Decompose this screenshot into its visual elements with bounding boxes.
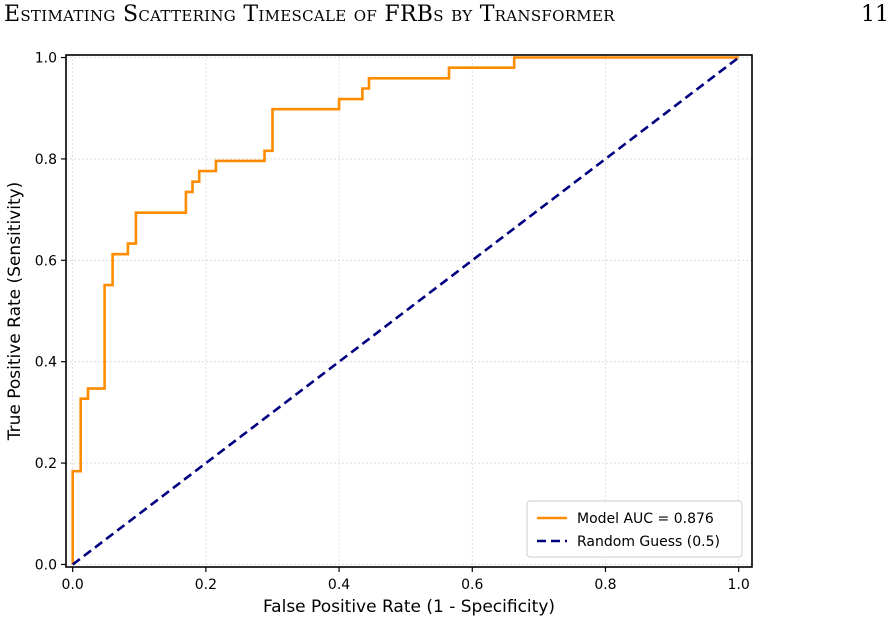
roc-curve-line xyxy=(71,56,739,565)
legend-label: Model AUC = 0.876 xyxy=(577,511,714,527)
x-tick-label: 1.0 xyxy=(728,577,750,593)
plot-frame xyxy=(65,54,753,568)
legend-label: Random Guess (0.5) xyxy=(577,534,720,550)
y-tick-label: 0.8 xyxy=(35,152,57,168)
running-title: Estimating Scattering Timescale of FRBs … xyxy=(4,2,615,27)
y-tick-label: 0.2 xyxy=(35,456,57,472)
random-guess-line xyxy=(71,56,740,566)
page-number: 11 xyxy=(861,2,889,27)
x-tick-label: 0.6 xyxy=(461,577,483,593)
legend: Model AUC = 0.876 Random Guess (0.5) xyxy=(526,500,743,558)
x-tick-label: 0.4 xyxy=(328,577,350,593)
y-tick-label: 0.4 xyxy=(35,355,57,371)
y-tick-label: 0.6 xyxy=(35,253,57,269)
x-tick-label: 0.0 xyxy=(62,577,84,593)
ticks: 0.0 0.2 0.4 0.6 0.8 1.0 0.0 0.2 0.4 0.6 0.8 1.0 xyxy=(35,51,750,593)
y-tick-label: 1.0 xyxy=(35,51,57,67)
x-tick-label: 0.2 xyxy=(195,577,217,593)
legend-box xyxy=(526,500,743,558)
y-tick-label: 0.0 xyxy=(35,557,57,573)
y-axis-label: True Positive Rate (Sensitivity) xyxy=(5,182,25,442)
page-header: Estimating Scattering Timescale of FRBs … xyxy=(0,0,895,48)
x-axis-label: False Positive Rate (1 - Specificity) xyxy=(263,597,555,617)
x-tick-label: 0.8 xyxy=(594,577,616,593)
series-layer xyxy=(71,56,740,566)
grid xyxy=(66,55,752,567)
